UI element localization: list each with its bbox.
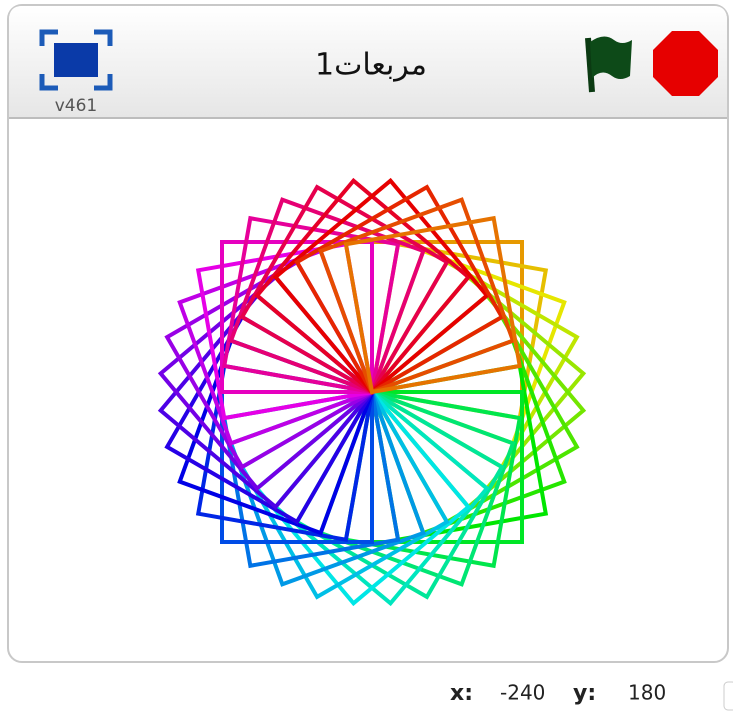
pen-drawing (157, 177, 587, 607)
pen-square (318, 197, 516, 395)
fullscreen-corners (39, 29, 113, 91)
pen-square (239, 184, 450, 395)
version-label: v461 (55, 96, 98, 116)
pen-square (220, 240, 374, 394)
fullscreen-button[interactable] (39, 29, 113, 91)
y-value: 180 (628, 681, 666, 705)
x-label: x: (450, 681, 473, 706)
x-value: -240 (500, 681, 545, 705)
fullscreen-square (54, 43, 98, 77)
flag-pole (585, 37, 595, 93)
edge-control (723, 681, 733, 711)
stop-button[interactable] (653, 31, 718, 96)
pen-square (272, 177, 490, 395)
pen-square (254, 177, 472, 395)
header-bar (9, 6, 727, 118)
pen-square (221, 215, 401, 395)
pen-square (343, 215, 523, 395)
panel-frame (7, 4, 729, 663)
y-label: y: (573, 681, 596, 706)
pen-square (228, 197, 426, 395)
project-title: مربعات1 (315, 48, 427, 83)
flag-cloth (590, 36, 632, 79)
pen-square (294, 184, 505, 395)
green-flag-button[interactable] (585, 36, 632, 93)
